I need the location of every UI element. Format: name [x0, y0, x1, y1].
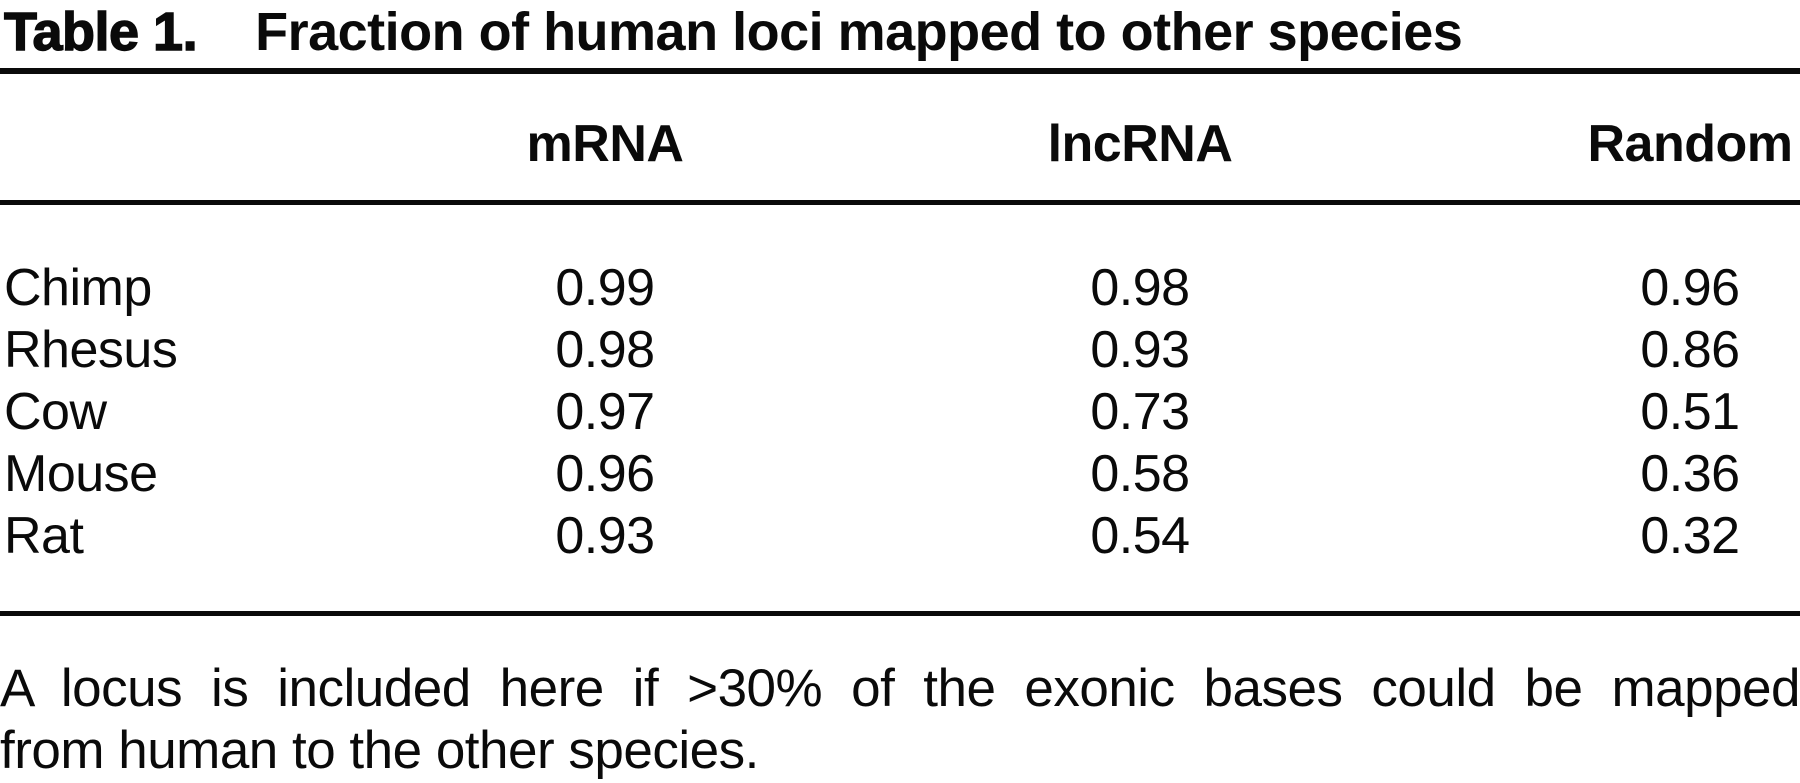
table-caption: Table 1. Fraction of human loci mapped to… [0, 0, 1800, 64]
species-cell: Mouse [4, 445, 158, 503]
rule-below-header [0, 200, 1800, 205]
footnote-line-1: A locus is included here if >30% of the … [0, 659, 1800, 718]
value-cell-lncrna: 0.98 [1090, 259, 1190, 317]
column-header-mrna: mRNA [526, 115, 684, 173]
table-row-cow: Cow 0.97 0.73 0.51 [0, 381, 1800, 443]
rule-bottom [0, 611, 1800, 616]
species-cell: Rat [4, 507, 84, 565]
species-cell: Chimp [4, 259, 152, 317]
species-cell: Rhesus [4, 321, 178, 379]
value-cell-mrna: 0.93 [555, 507, 655, 565]
table-row-mouse: Mouse 0.96 0.58 0.36 [0, 443, 1800, 505]
rule-top [0, 68, 1800, 74]
table-row-rat: Rat 0.93 0.54 0.32 [0, 505, 1800, 567]
value-cell-lncrna: 0.58 [1090, 445, 1190, 503]
table-row-rhesus: Rhesus 0.98 0.93 0.86 [0, 319, 1800, 381]
value-cell-mrna: 0.98 [555, 321, 655, 379]
column-header-random: Random [1587, 115, 1794, 173]
column-header-lncrna: lncRNA [1047, 115, 1233, 173]
table-footnote: A locus is included here if >30% of the … [0, 658, 1800, 782]
value-cell-random: 0.86 [1640, 321, 1740, 379]
value-cell-mrna: 0.99 [555, 259, 655, 317]
value-cell-random: 0.36 [1640, 445, 1740, 503]
value-cell-lncrna: 0.73 [1090, 383, 1190, 441]
table-title: Fraction of human loci mapped to other s… [255, 2, 1463, 62]
value-cell-random: 0.32 [1640, 507, 1740, 565]
value-cell-random: 0.96 [1640, 259, 1740, 317]
table-row-chimp: Chimp 0.99 0.98 0.96 [0, 257, 1800, 319]
value-cell-mrna: 0.96 [555, 445, 655, 503]
value-cell-mrna: 0.97 [555, 383, 655, 441]
header-row: mRNA lncRNA Random [0, 74, 1800, 200]
value-cell-random: 0.51 [1640, 383, 1740, 441]
species-cell: Cow [4, 383, 107, 441]
value-cell-lncrna: 0.54 [1090, 507, 1190, 565]
value-cell-lncrna: 0.93 [1090, 321, 1190, 379]
table-body: Chimp 0.99 0.98 0.96 Rhesus 0.98 0.93 0.… [0, 205, 1800, 611]
footnote-line-2: from human to the other species. [0, 721, 759, 780]
table-number-label: Table 1. [3, 1, 198, 62]
